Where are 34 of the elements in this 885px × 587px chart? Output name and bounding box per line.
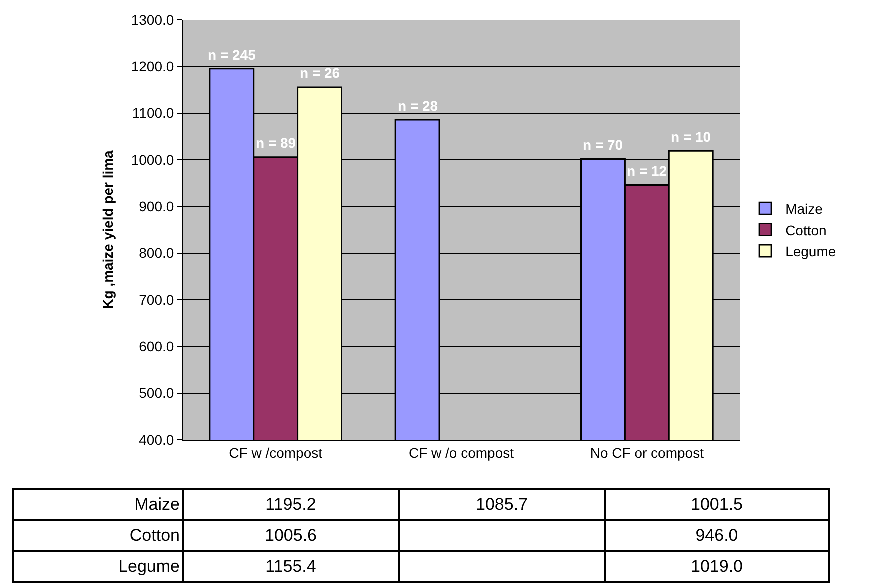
- annotation: n = 12: [627, 163, 668, 179]
- annotation: n = 26: [300, 65, 340, 81]
- y-tick-label: 400.0: [139, 432, 174, 448]
- annotation: n = 70: [583, 137, 624, 153]
- annotation: n = 10: [671, 129, 712, 145]
- x-tick-label: CF w /o compost: [408, 444, 514, 461]
- x-tick-label: No CF or compost: [590, 444, 704, 461]
- legend-label: Legume: [786, 243, 836, 260]
- y-tick-label: 900.0: [139, 198, 174, 215]
- x-tick-label: CF w /compost: [229, 444, 323, 461]
- legend-label: Maize: [786, 201, 824, 218]
- data-label: 946.0: [605, 520, 829, 551]
- annotation: n = 245: [208, 47, 256, 63]
- text: Legume: [118, 556, 180, 576]
- y-tick-label: 1200.0: [131, 58, 174, 75]
- y-tick-label: 1300.0: [131, 12, 174, 28]
- y-tick-label: 500.0: [139, 385, 174, 402]
- annotation: n = 89: [256, 135, 296, 151]
- annotation: n = 28: [398, 98, 438, 114]
- y-tick-label: 1000.0: [131, 152, 174, 168]
- data-label: 1085.7: [399, 489, 605, 520]
- data-label: 1001.5: [605, 489, 829, 520]
- text: Maize: [134, 494, 180, 514]
- y-axis-title: Kg ,maize yield per lima: [100, 150, 116, 310]
- data-label: 1195.2: [183, 489, 399, 520]
- y-tick-label: 700.0: [139, 292, 174, 308]
- y-tick-label: 600.0: [139, 338, 174, 355]
- data-label: 1019.0: [605, 551, 829, 582]
- y-tick-label: 800.0: [139, 245, 174, 262]
- data-label: 1155.4: [183, 551, 399, 582]
- text: Cotton: [130, 526, 180, 544]
- legend-label: Cotton: [786, 222, 827, 238]
- y-tick-label: 1100.0: [132, 105, 174, 122]
- data-label: 1005.6: [183, 520, 399, 551]
